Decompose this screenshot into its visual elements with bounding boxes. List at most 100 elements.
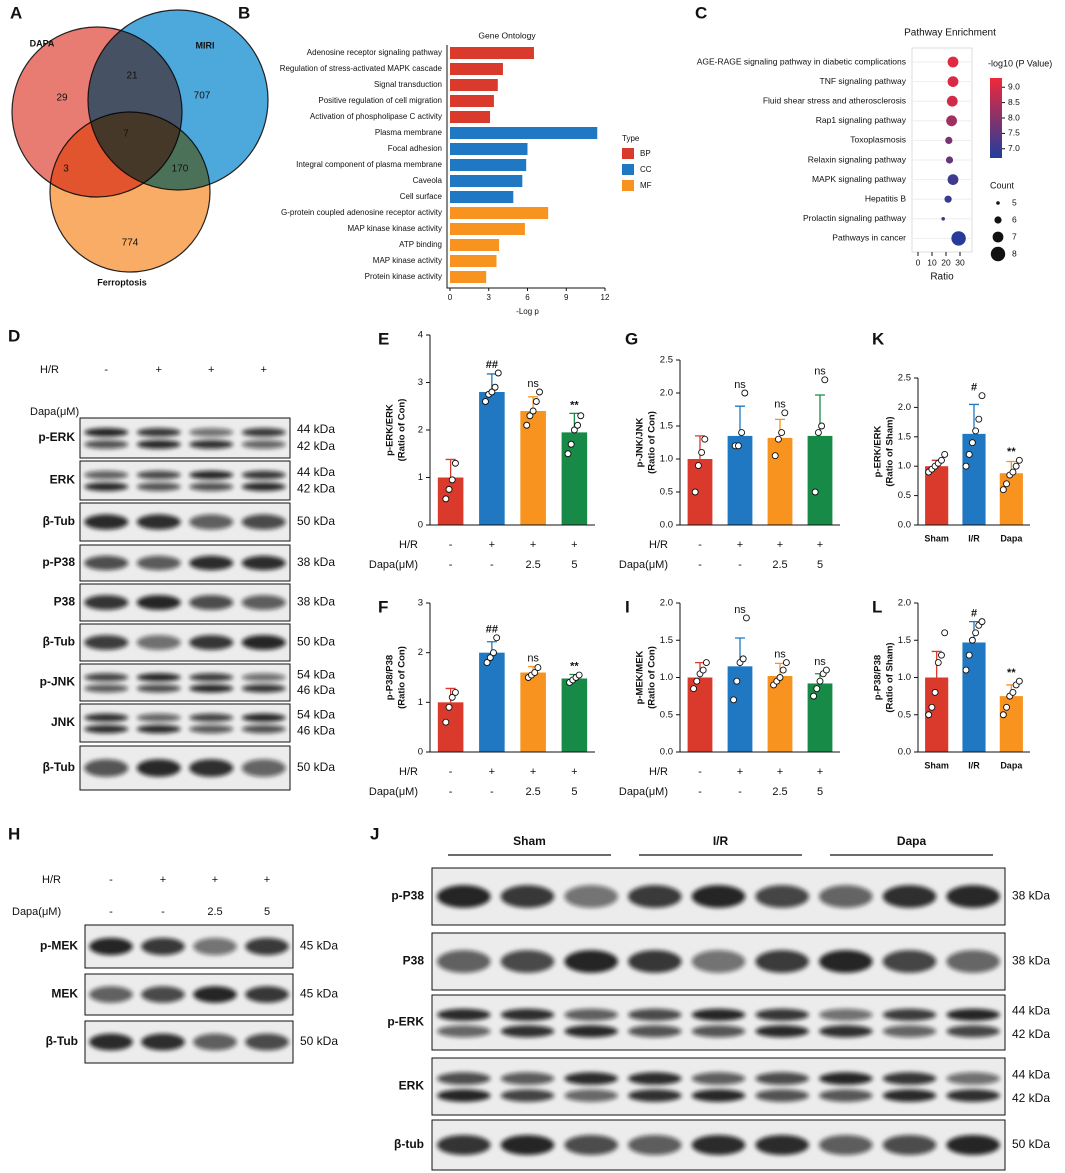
- significance-label: ns: [734, 604, 746, 616]
- data-point: [1009, 688, 1017, 696]
- data-point: [978, 618, 986, 626]
- bar: [767, 437, 793, 525]
- data-point: [781, 409, 789, 417]
- blot-label: P38: [403, 954, 425, 968]
- condition-value: +: [212, 874, 218, 886]
- band: [189, 724, 234, 734]
- data-point: [494, 369, 502, 377]
- group-label: Dapa: [897, 834, 927, 848]
- data-point: [574, 421, 582, 429]
- panel-letter: F: [378, 597, 388, 616]
- data-point: [934, 659, 942, 667]
- band: [500, 1072, 555, 1085]
- data-point: [925, 711, 933, 719]
- category-label: Prolactin signaling pathway: [803, 213, 907, 223]
- data-point: [694, 462, 702, 470]
- bar: [807, 435, 833, 525]
- x-tick-label: 3: [487, 293, 492, 302]
- band: [245, 1033, 289, 1051]
- category-label: Regulation of stress-activated MAPK casc…: [280, 64, 443, 73]
- data-point: [821, 376, 829, 384]
- condition-value: +: [817, 539, 823, 551]
- size-legend-marker: [996, 201, 1000, 205]
- y-tick-label: 1.0: [898, 672, 911, 683]
- bubble: [946, 115, 957, 127]
- significance-label: ns: [527, 378, 539, 390]
- data-point: [734, 442, 742, 450]
- condition-value: +: [489, 766, 495, 778]
- legend-label: MF: [640, 181, 652, 190]
- band: [136, 635, 181, 650]
- blot-label: p-JNK: [40, 675, 76, 689]
- significance-label: **: [1007, 667, 1016, 679]
- y-tick-label: 1.5: [898, 431, 911, 442]
- data-point: [448, 693, 456, 701]
- data-point: [814, 429, 822, 437]
- x-tick-label: 30: [955, 257, 965, 267]
- band: [564, 1072, 618, 1085]
- condition-label: H/R: [40, 364, 59, 376]
- bar: [561, 432, 588, 525]
- bubble: [947, 56, 959, 68]
- axis: [429, 335, 595, 526]
- y-tick-label: 0.5: [898, 709, 911, 720]
- molecular-weight: 45 kDa: [300, 987, 338, 1001]
- data-point: [442, 718, 450, 726]
- blot-strip: [431, 994, 1006, 1051]
- data-point: [451, 688, 459, 696]
- x-tick-label: I/R: [968, 760, 980, 770]
- band: [141, 1033, 185, 1051]
- group-label: Sham: [513, 834, 546, 848]
- blot-label: p-MEK: [40, 939, 78, 953]
- data-point: [567, 440, 575, 448]
- bar: [437, 477, 464, 525]
- band: [628, 1025, 682, 1038]
- data-point: [811, 488, 819, 496]
- bar: [999, 473, 1023, 525]
- band: [628, 1008, 682, 1021]
- data-point: [699, 666, 707, 674]
- y-tick-label: 1.5: [898, 635, 911, 646]
- band: [691, 1089, 746, 1102]
- bubble: [945, 156, 954, 164]
- y-tick-label: 3: [418, 377, 423, 388]
- colorbar-title: -log10 (P Value): [988, 58, 1052, 68]
- condition-value: -: [698, 539, 702, 551]
- condition-value: -: [449, 539, 453, 551]
- category-label: Cell surface: [400, 192, 443, 201]
- chart-title: Pathway Enrichment: [904, 28, 996, 39]
- category-label: Toxoplasmosis: [850, 135, 906, 145]
- axis: [917, 378, 1030, 526]
- band: [189, 595, 234, 610]
- x-tick-label: Sham: [924, 533, 949, 543]
- axis: [917, 603, 1030, 753]
- category-label: Protein kinase activity: [365, 272, 442, 281]
- bar: [437, 702, 464, 752]
- venn-set-label: DAPA: [30, 38, 55, 48]
- band: [946, 950, 1000, 973]
- condition-value: 5: [571, 559, 577, 571]
- size-legend-label: 8: [1012, 248, 1017, 258]
- band: [84, 635, 129, 650]
- significance-label: ns: [814, 366, 826, 378]
- band: [819, 885, 873, 908]
- data-point: [534, 664, 542, 672]
- x-tick-label: 20: [941, 257, 951, 267]
- y-tick-label: 2: [418, 647, 423, 658]
- bar: [450, 159, 527, 171]
- bar: [520, 672, 546, 752]
- bar: [450, 175, 523, 187]
- band: [136, 514, 181, 530]
- condition-value: -: [109, 874, 113, 886]
- band: [136, 482, 181, 492]
- data-point: [938, 651, 945, 659]
- band: [755, 1135, 809, 1155]
- molecular-weight: 42 kDa: [1012, 1027, 1050, 1041]
- molecular-weight: 44 kDa: [297, 465, 335, 479]
- bar: [962, 433, 986, 525]
- bar: [479, 392, 505, 525]
- category-label: Hepatitis B: [865, 193, 906, 203]
- y-tick-label: 4: [418, 330, 423, 341]
- condition-label: Dapa(μM): [619, 559, 668, 571]
- band: [136, 673, 181, 682]
